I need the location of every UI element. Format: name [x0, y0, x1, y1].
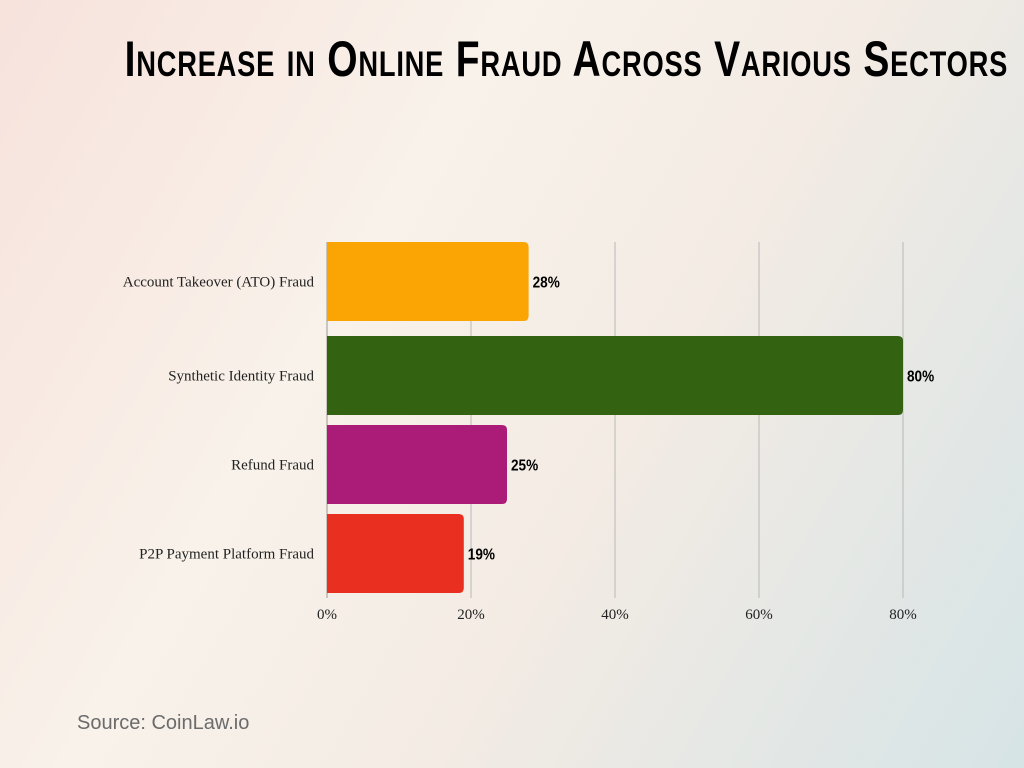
x-tick-label: 80% — [889, 607, 917, 623]
data-label: 19% — [468, 547, 495, 564]
x-tick-label: 60% — [745, 607, 773, 623]
category-label: Refund Fraud — [231, 458, 314, 474]
category-label: Account Takeover (ATO) Fraud — [123, 275, 315, 291]
bar — [327, 336, 903, 415]
chart-title: Increase in Online Fraud Across Various … — [124, 31, 1009, 87]
source-note: Source: CoinLaw.io — [77, 712, 250, 734]
x-tick-label: 40% — [601, 607, 629, 623]
category-label: P2P Payment Platform Fraud — [139, 547, 314, 563]
category-label: Synthetic Identity Fraud — [168, 369, 314, 385]
data-label: 25% — [511, 458, 538, 475]
x-tick-label: 0% — [317, 607, 337, 623]
x-tick-label: 20% — [457, 607, 485, 623]
bar — [327, 514, 464, 593]
data-label: 80% — [907, 369, 934, 386]
bar — [327, 242, 529, 321]
data-label: 28% — [533, 275, 560, 292]
bar — [327, 425, 507, 504]
